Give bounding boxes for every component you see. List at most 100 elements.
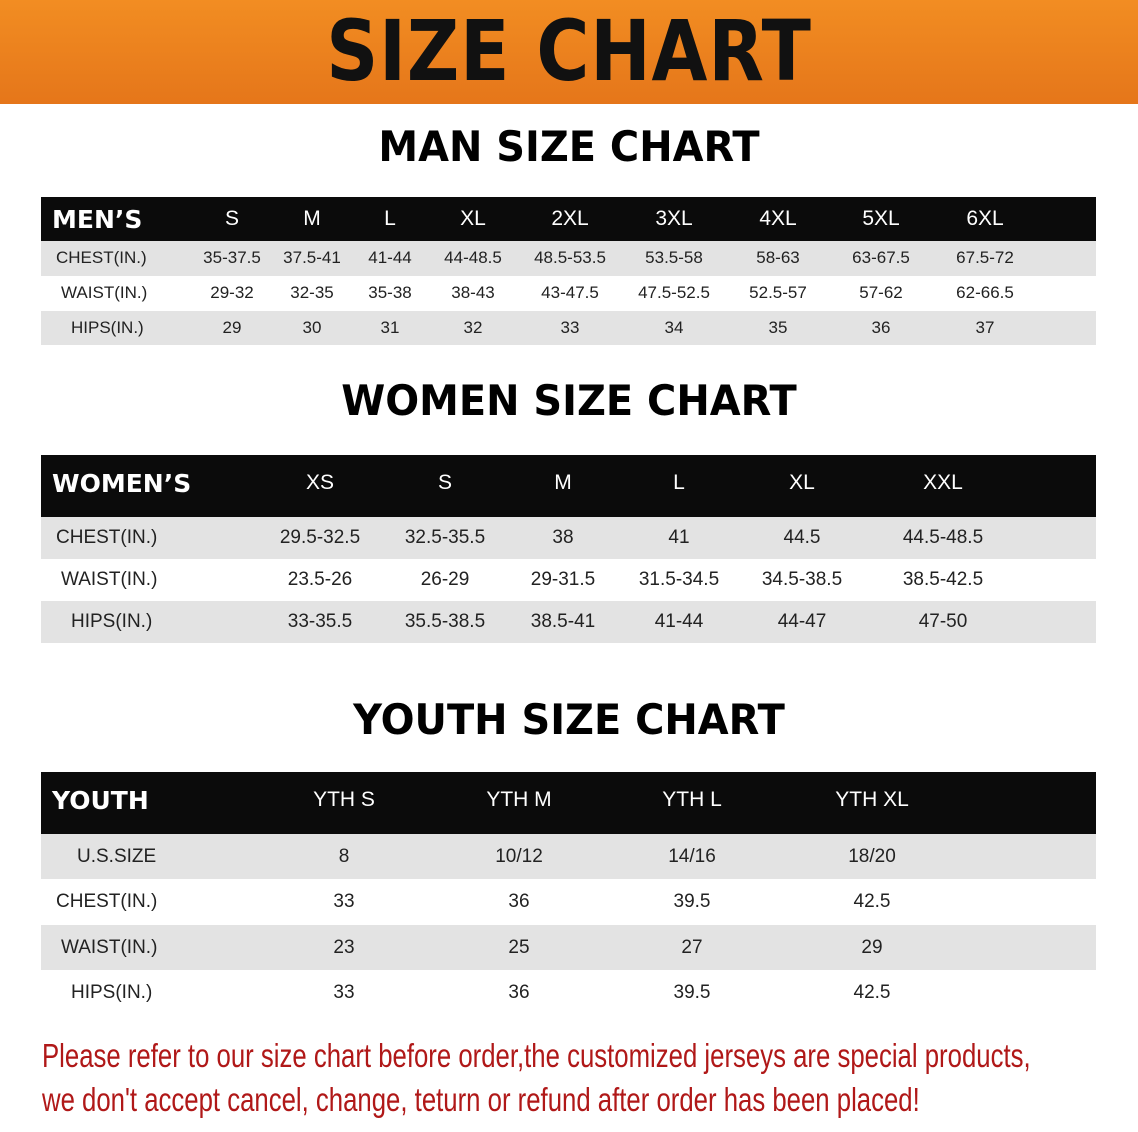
row-label: U.S.SIZE xyxy=(77,846,157,867)
table-cell: 52.5-57 xyxy=(749,283,807,302)
table-cell: 38.5-42.5 xyxy=(902,569,984,590)
youth-size-header: YTH XL xyxy=(835,788,909,811)
women-header-row: WOMEN’S XS S M L XL XXL xyxy=(41,455,1096,517)
table-cell: 10/12 xyxy=(495,846,543,867)
women-size-header: L xyxy=(673,471,685,494)
row-label: CHEST(IN.) xyxy=(56,891,158,912)
table-cell: 31 xyxy=(380,318,400,337)
youth-header-row: YOUTH YTH S YTH M YTH L YTH XL xyxy=(41,772,1096,834)
men-table-row: WAIST(IN.) 29-32 32-35 35-38 38-43 43-47.5 47.… xyxy=(41,276,1096,311)
table-cell: 37 xyxy=(975,318,995,337)
table-cell: 62-66.5 xyxy=(956,283,1014,302)
table-cell: 14/16 xyxy=(668,846,716,867)
table-cell: 31.5-34.5 xyxy=(638,569,720,590)
table-cell: 29-32 xyxy=(210,283,254,302)
women-section-title: WOMEN SIZE CHART xyxy=(341,376,797,425)
table-cell: 8 xyxy=(338,846,350,867)
women-table-row: WAIST(IN.) 23.5-26 26-29 29-31.5 31.5-34.5 34… xyxy=(41,559,1096,601)
banner: SIZE CHART xyxy=(0,0,1138,104)
men-size-header: 5XL xyxy=(862,207,900,230)
table-cell: 42.5 xyxy=(853,891,891,912)
men-size-header: 6XL xyxy=(966,207,1004,230)
table-cell: 58-63 xyxy=(756,248,800,267)
youth-table-row: HIPS(IN.) 33 36 39.5 42.5 xyxy=(41,970,1096,1015)
table-cell: 48.5-53.5 xyxy=(534,248,606,267)
men-size-header: 3XL xyxy=(655,207,693,230)
table-cell: 36 xyxy=(871,318,891,337)
table-cell: 34 xyxy=(664,318,684,337)
women-table-row: HIPS(IN.) 33-35.5 35.5-38.5 38.5-41 41-44 44-… xyxy=(41,601,1096,643)
table-cell: 26-29 xyxy=(420,569,470,590)
women-table-row: CHEST(IN.) 29.5-32.5 32.5-35.5 38 41 44.5 44.5… xyxy=(41,517,1096,559)
table-cell: 32 xyxy=(463,318,483,337)
men-size-header: S xyxy=(224,207,240,230)
table-cell: 53.5-58 xyxy=(645,248,703,267)
women-header-label: WOMEN’S xyxy=(52,469,192,498)
banner-title: SIZE CHART xyxy=(326,2,812,100)
table-cell: 32-35 xyxy=(290,283,334,302)
table-cell: 38.5-41 xyxy=(530,611,596,632)
men-size-header: M xyxy=(303,207,321,230)
table-cell: 38-43 xyxy=(451,283,495,302)
table-cell: 63-67.5 xyxy=(852,248,910,267)
table-cell: 29 xyxy=(222,318,242,337)
youth-section-title: YOUTH SIZE CHART xyxy=(353,695,785,744)
women-size-header: XL xyxy=(789,471,815,494)
men-size-header: 4XL xyxy=(759,207,797,230)
table-cell: 47-50 xyxy=(918,611,968,632)
youth-table-row: WAIST(IN.) 23 25 27 29 xyxy=(41,925,1096,970)
table-cell: 25 xyxy=(508,937,530,958)
men-size-header: L xyxy=(384,207,396,230)
table-cell: 33 xyxy=(560,318,580,337)
youth-header-label: YOUTH xyxy=(52,786,149,815)
table-cell: 41-44 xyxy=(368,248,412,267)
table-cell: 44-47 xyxy=(777,611,827,632)
table-cell: 35-37.5 xyxy=(203,248,261,267)
row-label: WAIST(IN.) xyxy=(61,283,148,302)
table-cell: 41 xyxy=(668,527,690,548)
table-cell: 18/20 xyxy=(848,846,896,867)
youth-table-row: U.S.SIZE 8 10/12 14/16 18/20 xyxy=(41,834,1096,879)
table-cell: 41-44 xyxy=(654,611,704,632)
row-label: CHEST(IN.) xyxy=(56,527,158,548)
youth-size-header: YTH S xyxy=(313,788,375,811)
table-cell: 39.5 xyxy=(673,891,711,912)
women-size-header: XXL xyxy=(923,471,963,494)
table-cell: 37.5-41 xyxy=(283,248,341,267)
table-cell: 32.5-35.5 xyxy=(404,527,486,548)
row-label: HIPS(IN.) xyxy=(71,982,153,1003)
table-cell: 38 xyxy=(552,527,574,548)
women-size-header: XS xyxy=(305,471,335,494)
men-header-row: MEN’S S M L XL 2XL 3XL 4XL 5XL 6XL xyxy=(41,197,1096,241)
table-cell: 39.5 xyxy=(673,982,711,1003)
table-cell: 44.5 xyxy=(783,527,821,548)
row-label: WAIST(IN.) xyxy=(61,569,158,590)
table-cell: 30 xyxy=(302,318,322,337)
table-cell: 47.5-52.5 xyxy=(638,283,710,302)
men-table-row: HIPS(IN.) 29 30 31 32 33 34 35 36 37 xyxy=(41,311,1096,345)
men-table-row: CHEST(IN.) 35-37.5 37.5-41 41-44 44-48.5 48.5… xyxy=(41,241,1096,276)
row-label: HIPS(IN.) xyxy=(71,611,153,632)
table-cell: 44.5-48.5 xyxy=(902,527,984,548)
men-size-header: 2XL xyxy=(551,207,589,230)
row-label: HIPS(IN.) xyxy=(71,318,144,337)
table-cell: 27 xyxy=(681,937,703,958)
table-cell: 67.5-72 xyxy=(956,248,1014,267)
table-cell: 42.5 xyxy=(853,982,891,1003)
men-header-label: MEN’S xyxy=(52,205,143,234)
table-cell: 29 xyxy=(861,937,883,958)
youth-size-header: YTH L xyxy=(662,788,722,811)
table-cell: 35.5-38.5 xyxy=(404,611,486,632)
table-cell: 34.5-38.5 xyxy=(761,569,843,590)
women-size-header: S xyxy=(437,471,453,494)
row-label: WAIST(IN.) xyxy=(61,937,158,958)
row-label: CHEST(IN.) xyxy=(56,248,147,267)
youth-table-row: CHEST(IN.) 33 36 39.5 42.5 xyxy=(41,879,1096,925)
men-size-header: XL xyxy=(460,207,486,230)
notice-line-2: we don't accept cancel, change, teturn o… xyxy=(42,1081,920,1118)
table-cell: 29-31.5 xyxy=(530,569,596,590)
notice-line-1: Please refer to our size chart before or… xyxy=(42,1037,1031,1074)
table-cell: 29.5-32.5 xyxy=(279,527,361,548)
table-cell: 36 xyxy=(508,982,530,1003)
men-section-title: MAN SIZE CHART xyxy=(378,122,760,171)
